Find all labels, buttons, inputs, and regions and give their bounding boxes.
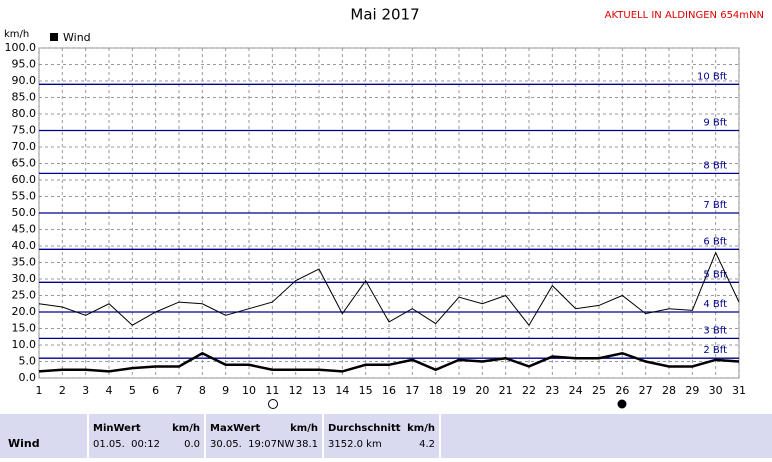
stats-when: 01.05. 00:12 bbox=[93, 439, 160, 450]
legend-swatch bbox=[50, 33, 58, 41]
y-tick-label: 40.0 bbox=[12, 239, 37, 252]
beaufort-label: 5 Bft bbox=[703, 269, 727, 280]
x-tick-label: 12 bbox=[289, 384, 303, 397]
x-tick-label: 23 bbox=[545, 384, 559, 397]
x-tick-label: 22 bbox=[522, 384, 536, 397]
beaufort-label: 7 Bft bbox=[703, 200, 727, 211]
series-line bbox=[38, 251, 740, 327]
moon-icon bbox=[617, 399, 627, 409]
beaufort-label: 8 Bft bbox=[703, 160, 727, 171]
y-tick-label: 75.0 bbox=[12, 124, 37, 137]
y-tick-label: 10.0 bbox=[12, 338, 37, 351]
x-tick-label: 7 bbox=[176, 384, 183, 397]
x-tick-label: 18 bbox=[429, 384, 443, 397]
x-tick-label: 9 bbox=[222, 384, 229, 397]
x-tick-label: 31 bbox=[732, 384, 746, 397]
y-tick-label: 0.0 bbox=[19, 371, 37, 384]
stats-value: 38.1 bbox=[296, 439, 318, 450]
stats-value: 4.2 bbox=[419, 439, 435, 450]
x-tick-label: 17 bbox=[405, 384, 419, 397]
y-tick-label: 50.0 bbox=[12, 206, 37, 219]
y-tick-label: 5.0 bbox=[19, 355, 37, 368]
stats-unit: km/h bbox=[407, 423, 435, 434]
x-tick-label: 2 bbox=[59, 384, 66, 397]
beaufort-label: 2 Bft bbox=[703, 345, 727, 356]
x-tick-label: 21 bbox=[499, 384, 513, 397]
stats-unit: km/h bbox=[172, 423, 200, 434]
beaufort-label: 3 Bft bbox=[703, 325, 727, 336]
stats-unit: km/h bbox=[290, 423, 318, 434]
stats-header: MinWert bbox=[93, 423, 141, 434]
y-tick-label: 15.0 bbox=[12, 322, 37, 335]
y-tick-label: 100.0 bbox=[5, 41, 37, 54]
y-tick-label: 65.0 bbox=[12, 157, 37, 170]
y-tick-label: 25.0 bbox=[12, 289, 37, 302]
x-tick-label: 3 bbox=[82, 384, 89, 397]
x-tick-label: 6 bbox=[152, 384, 159, 397]
y-tick-label: 70.0 bbox=[12, 140, 37, 153]
x-tick-label: 16 bbox=[382, 384, 396, 397]
x-tick-label: 5 bbox=[129, 384, 136, 397]
beaufort-label: 4 Bft bbox=[703, 299, 727, 310]
x-tick-label: 27 bbox=[639, 384, 653, 397]
y-tick-label: 20.0 bbox=[12, 305, 37, 318]
y-tick-label: 30.0 bbox=[12, 272, 37, 285]
y-tick-label: 45.0 bbox=[12, 223, 37, 236]
stats-panel bbox=[0, 414, 772, 458]
x-tick-label: 20 bbox=[475, 384, 489, 397]
x-tick-label: 1 bbox=[36, 384, 43, 397]
stats-when: 3152.0 km bbox=[328, 439, 382, 450]
x-tick-label: 25 bbox=[592, 384, 606, 397]
stats-value: 0.0 bbox=[184, 439, 200, 450]
x-tick-label: 14 bbox=[335, 384, 349, 397]
y-tick-label: 80.0 bbox=[12, 107, 37, 120]
x-tick-label: 26 bbox=[615, 384, 629, 397]
annotation: AKTUELL IN ALDINGEN 654mNN bbox=[605, 10, 764, 21]
y-tick-label: 35.0 bbox=[12, 256, 37, 269]
moon-icon bbox=[268, 399, 278, 409]
stats-when: 30.05. 19:07NW bbox=[210, 439, 294, 450]
y-tick-label: 95.0 bbox=[12, 58, 37, 71]
x-tick-label: 10 bbox=[242, 384, 256, 397]
x-tick-label: 28 bbox=[662, 384, 676, 397]
y-tick-label: 90.0 bbox=[12, 74, 37, 87]
x-tick-label: 8 bbox=[199, 384, 206, 397]
legend-label: Wind bbox=[63, 31, 91, 44]
x-tick-label: 11 bbox=[265, 384, 279, 397]
x-tick-label: 13 bbox=[312, 384, 326, 397]
x-tick-label: 29 bbox=[685, 384, 699, 397]
x-tick-label: 4 bbox=[106, 384, 113, 397]
beaufort-label: 9 Bft bbox=[703, 118, 727, 129]
stats-row-label: Wind bbox=[8, 437, 40, 450]
beaufort-label: 6 Bft bbox=[703, 236, 727, 247]
stats-header: MaxWert bbox=[210, 423, 261, 434]
y-axis-label: km/h bbox=[4, 29, 29, 40]
series-line bbox=[38, 351, 740, 373]
y-tick-label: 85.0 bbox=[12, 91, 37, 104]
y-tick-label: 60.0 bbox=[12, 173, 37, 186]
x-tick-label: 30 bbox=[709, 384, 723, 397]
chart-title: Mai 2017 bbox=[350, 6, 419, 24]
x-tick-label: 15 bbox=[359, 384, 373, 397]
y-tick-label: 55.0 bbox=[12, 190, 37, 203]
stats-header: Durchschnitt bbox=[328, 423, 401, 434]
x-tick-label: 19 bbox=[452, 384, 466, 397]
beaufort-label: 10 Bft bbox=[697, 71, 727, 82]
x-tick-label: 24 bbox=[569, 384, 583, 397]
